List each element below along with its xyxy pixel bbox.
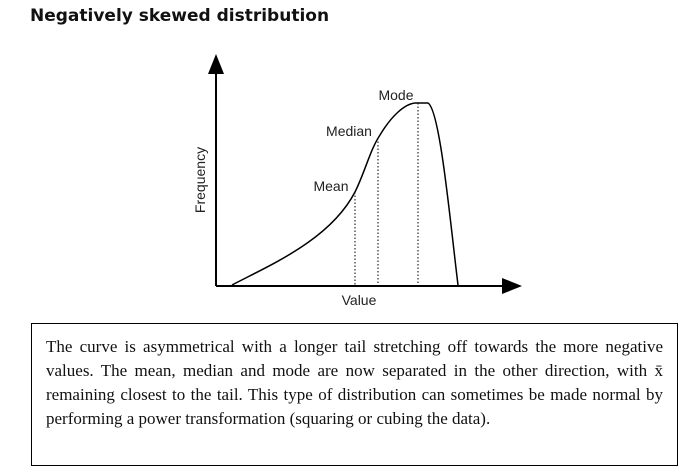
note: The curve is asymmetrical with a longer … <box>31 323 678 466</box>
mean-label: Mean <box>313 178 348 194</box>
x-axis-label: Value <box>342 292 377 308</box>
curve <box>231 102 459 286</box>
diagram: Mode Median Mean Value Frequency <box>192 54 522 308</box>
median-label: Median <box>326 123 372 139</box>
title: Negatively skewed distribution <box>30 6 330 26</box>
mode-label: Mode <box>378 87 413 103</box>
y-axis-label: Frequency <box>192 147 208 213</box>
